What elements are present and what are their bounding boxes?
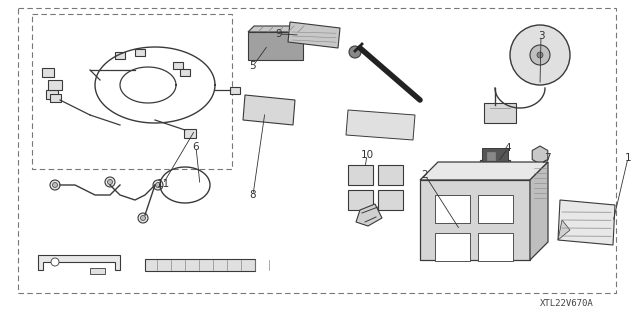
Polygon shape: [288, 22, 340, 48]
Polygon shape: [378, 165, 403, 185]
Text: 7: 7: [544, 153, 550, 163]
Polygon shape: [38, 255, 120, 270]
Bar: [46, 90, 58, 99]
Polygon shape: [530, 162, 548, 260]
Bar: [18, 8, 616, 293]
Circle shape: [141, 216, 145, 220]
Text: 3: 3: [538, 31, 544, 41]
Circle shape: [153, 180, 163, 190]
Polygon shape: [243, 95, 295, 125]
Bar: [145, 259, 255, 271]
Circle shape: [108, 180, 113, 184]
Bar: [115, 51, 125, 58]
Circle shape: [510, 25, 570, 85]
Circle shape: [105, 177, 115, 187]
Bar: [184, 129, 196, 137]
Polygon shape: [420, 162, 548, 180]
Circle shape: [537, 52, 543, 58]
Bar: [32, 14, 232, 169]
Bar: [49, 94, 61, 102]
Circle shape: [530, 45, 550, 65]
Bar: [487, 152, 495, 160]
Circle shape: [349, 46, 361, 58]
Text: 2: 2: [422, 170, 428, 180]
Bar: [135, 48, 145, 56]
Circle shape: [138, 213, 148, 223]
Polygon shape: [248, 32, 303, 60]
Polygon shape: [356, 204, 382, 226]
Bar: [90, 268, 105, 274]
Bar: [42, 68, 54, 77]
Text: 6: 6: [193, 142, 199, 152]
Polygon shape: [480, 160, 510, 185]
Text: 8: 8: [250, 190, 256, 200]
Polygon shape: [558, 200, 615, 245]
Polygon shape: [248, 26, 309, 32]
Circle shape: [51, 258, 59, 266]
Circle shape: [156, 182, 161, 188]
Bar: [534, 163, 546, 203]
Bar: [435, 233, 470, 261]
Bar: [173, 62, 183, 69]
Text: 11: 11: [156, 179, 170, 189]
Polygon shape: [420, 180, 530, 260]
Text: 9: 9: [276, 29, 282, 39]
Bar: [435, 195, 470, 223]
Bar: [180, 69, 190, 76]
Text: 10: 10: [360, 150, 374, 160]
Bar: [484, 103, 516, 123]
Polygon shape: [348, 165, 373, 185]
Circle shape: [50, 180, 60, 190]
Polygon shape: [532, 146, 548, 164]
Circle shape: [52, 182, 58, 188]
Bar: [482, 148, 508, 162]
Bar: [48, 80, 62, 90]
Bar: [478, 195, 513, 223]
Bar: [478, 233, 513, 261]
Text: 1: 1: [625, 153, 631, 163]
Bar: [230, 86, 240, 93]
Text: 5: 5: [250, 61, 256, 71]
Polygon shape: [558, 220, 570, 240]
Polygon shape: [346, 110, 415, 140]
Polygon shape: [348, 190, 373, 210]
Text: XTL22V670A: XTL22V670A: [540, 300, 594, 308]
Text: 4: 4: [505, 143, 511, 153]
Polygon shape: [378, 190, 403, 210]
